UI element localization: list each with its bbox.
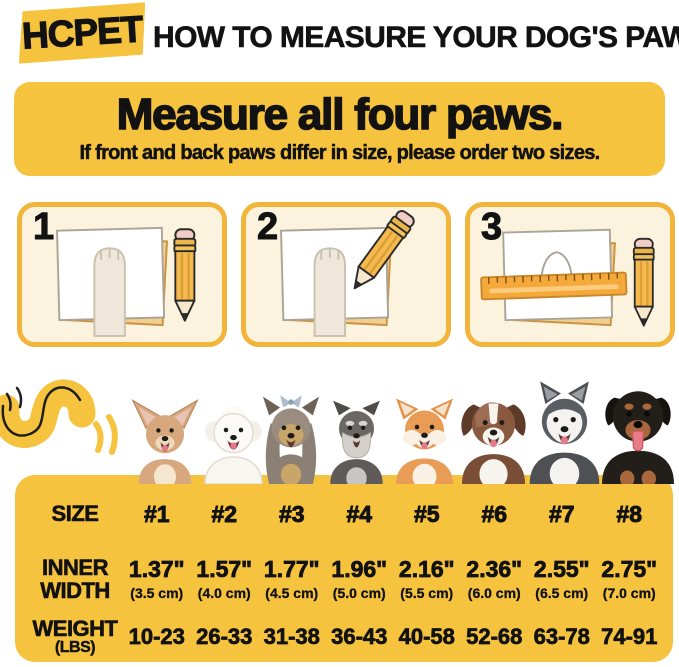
- weight-value: 26-33: [196, 623, 253, 650]
- size-value: #1: [143, 500, 170, 527]
- banner-heading: Measure all four paws.: [116, 90, 564, 140]
- pencil-icon: [632, 237, 655, 327]
- dog-miniature-schnauzer: [320, 396, 393, 490]
- weight-row: WEIGHT (LBS) 10-23 26-33 31-38 36-43 40-…: [27, 617, 663, 657]
- hcpet-logo: HCPET: [17, 2, 146, 63]
- inner-width-value: 2.16" (5.5 cm): [398, 555, 455, 601]
- size-chart-panel: SIZE #1 #2 #3 #4 #5 #6 #7 #8 INNER WIDTH…: [15, 475, 673, 662]
- inner-width-value: 1.77" (4.5 cm): [263, 555, 320, 601]
- size-value: #5: [413, 500, 440, 527]
- inner-width-row: INNER WIDTH 1.37" (3.5 cm) 1.57" (4.0 cm) …: [27, 541, 663, 617]
- step-panel-1: 1: [17, 202, 227, 347]
- dog-shiba-inu: [387, 394, 462, 490]
- weight-value: 40-58: [398, 623, 455, 650]
- weight-row-label: WEIGHT (LBS): [32, 616, 118, 657]
- ruler-icon: [480, 271, 628, 301]
- pencil-icon: [353, 210, 415, 290]
- dog-bichon-frise: [196, 394, 271, 489]
- size-value: #4: [346, 500, 373, 527]
- size-value: #3: [278, 500, 305, 527]
- inner-width-value: 2.75" (7.0 cm): [601, 555, 658, 601]
- trace-paw-with-pencil-icon: [280, 210, 415, 337]
- dog-chihuahua: [128, 396, 202, 490]
- pencil-icon: [173, 228, 197, 322]
- measure-trace-with-ruler-icon: [480, 228, 655, 327]
- measure-banner: Measure all four paws. If front and back…: [14, 82, 665, 176]
- inner-width-row-label: INNER WIDTH: [40, 554, 111, 603]
- paw-swoosh-decoration-icon: [0, 379, 118, 455]
- step-panel-3: 3: [465, 202, 675, 347]
- inner-width-value: 2.36" (6.0 cm): [466, 555, 523, 601]
- step-number-3: 3: [480, 206, 503, 249]
- weight-value: 10-23: [128, 623, 185, 650]
- logo-text: HCPET: [20, 8, 144, 57]
- paw-on-paper-icon: [56, 226, 197, 337]
- inner-width-value: 1.57" (4.0 cm): [196, 555, 253, 601]
- size-value: #8: [616, 500, 643, 527]
- inner-width-value: 2.55" (6.5 cm): [533, 555, 590, 601]
- dog-rottweiler: [593, 376, 679, 489]
- step-number-1: 1: [32, 206, 55, 249]
- weight-value: 36-43: [331, 623, 388, 650]
- banner-subheading: If front and back paws differ in size, p…: [79, 141, 600, 165]
- size-row-label: SIZE: [51, 501, 99, 527]
- dog-australian-shepherd: [452, 384, 535, 489]
- dog-siberian-husky: [521, 379, 608, 490]
- weight-value: 31-38: [263, 623, 320, 650]
- page-title: HOW TO MEASURE YOUR DOG'S PAWS: [153, 21, 679, 55]
- weight-value: 63-78: [533, 623, 590, 650]
- step-panel-2: 2: [241, 202, 451, 347]
- size-value: #2: [211, 500, 238, 527]
- size-row: SIZE #1 #2 #3 #4 #5 #6 #7 #8: [27, 487, 663, 541]
- inner-width-value: 1.37" (3.5 cm): [128, 555, 185, 601]
- weight-value: 74-91: [601, 623, 658, 650]
- weight-value: 52-68: [466, 623, 523, 650]
- step-number-2: 2: [256, 206, 279, 249]
- dog-yorkshire-terrier: [252, 384, 330, 489]
- size-value: #6: [481, 500, 508, 527]
- size-value: #7: [548, 500, 575, 527]
- inner-width-value: 1.96" (5.0 cm): [331, 555, 388, 601]
